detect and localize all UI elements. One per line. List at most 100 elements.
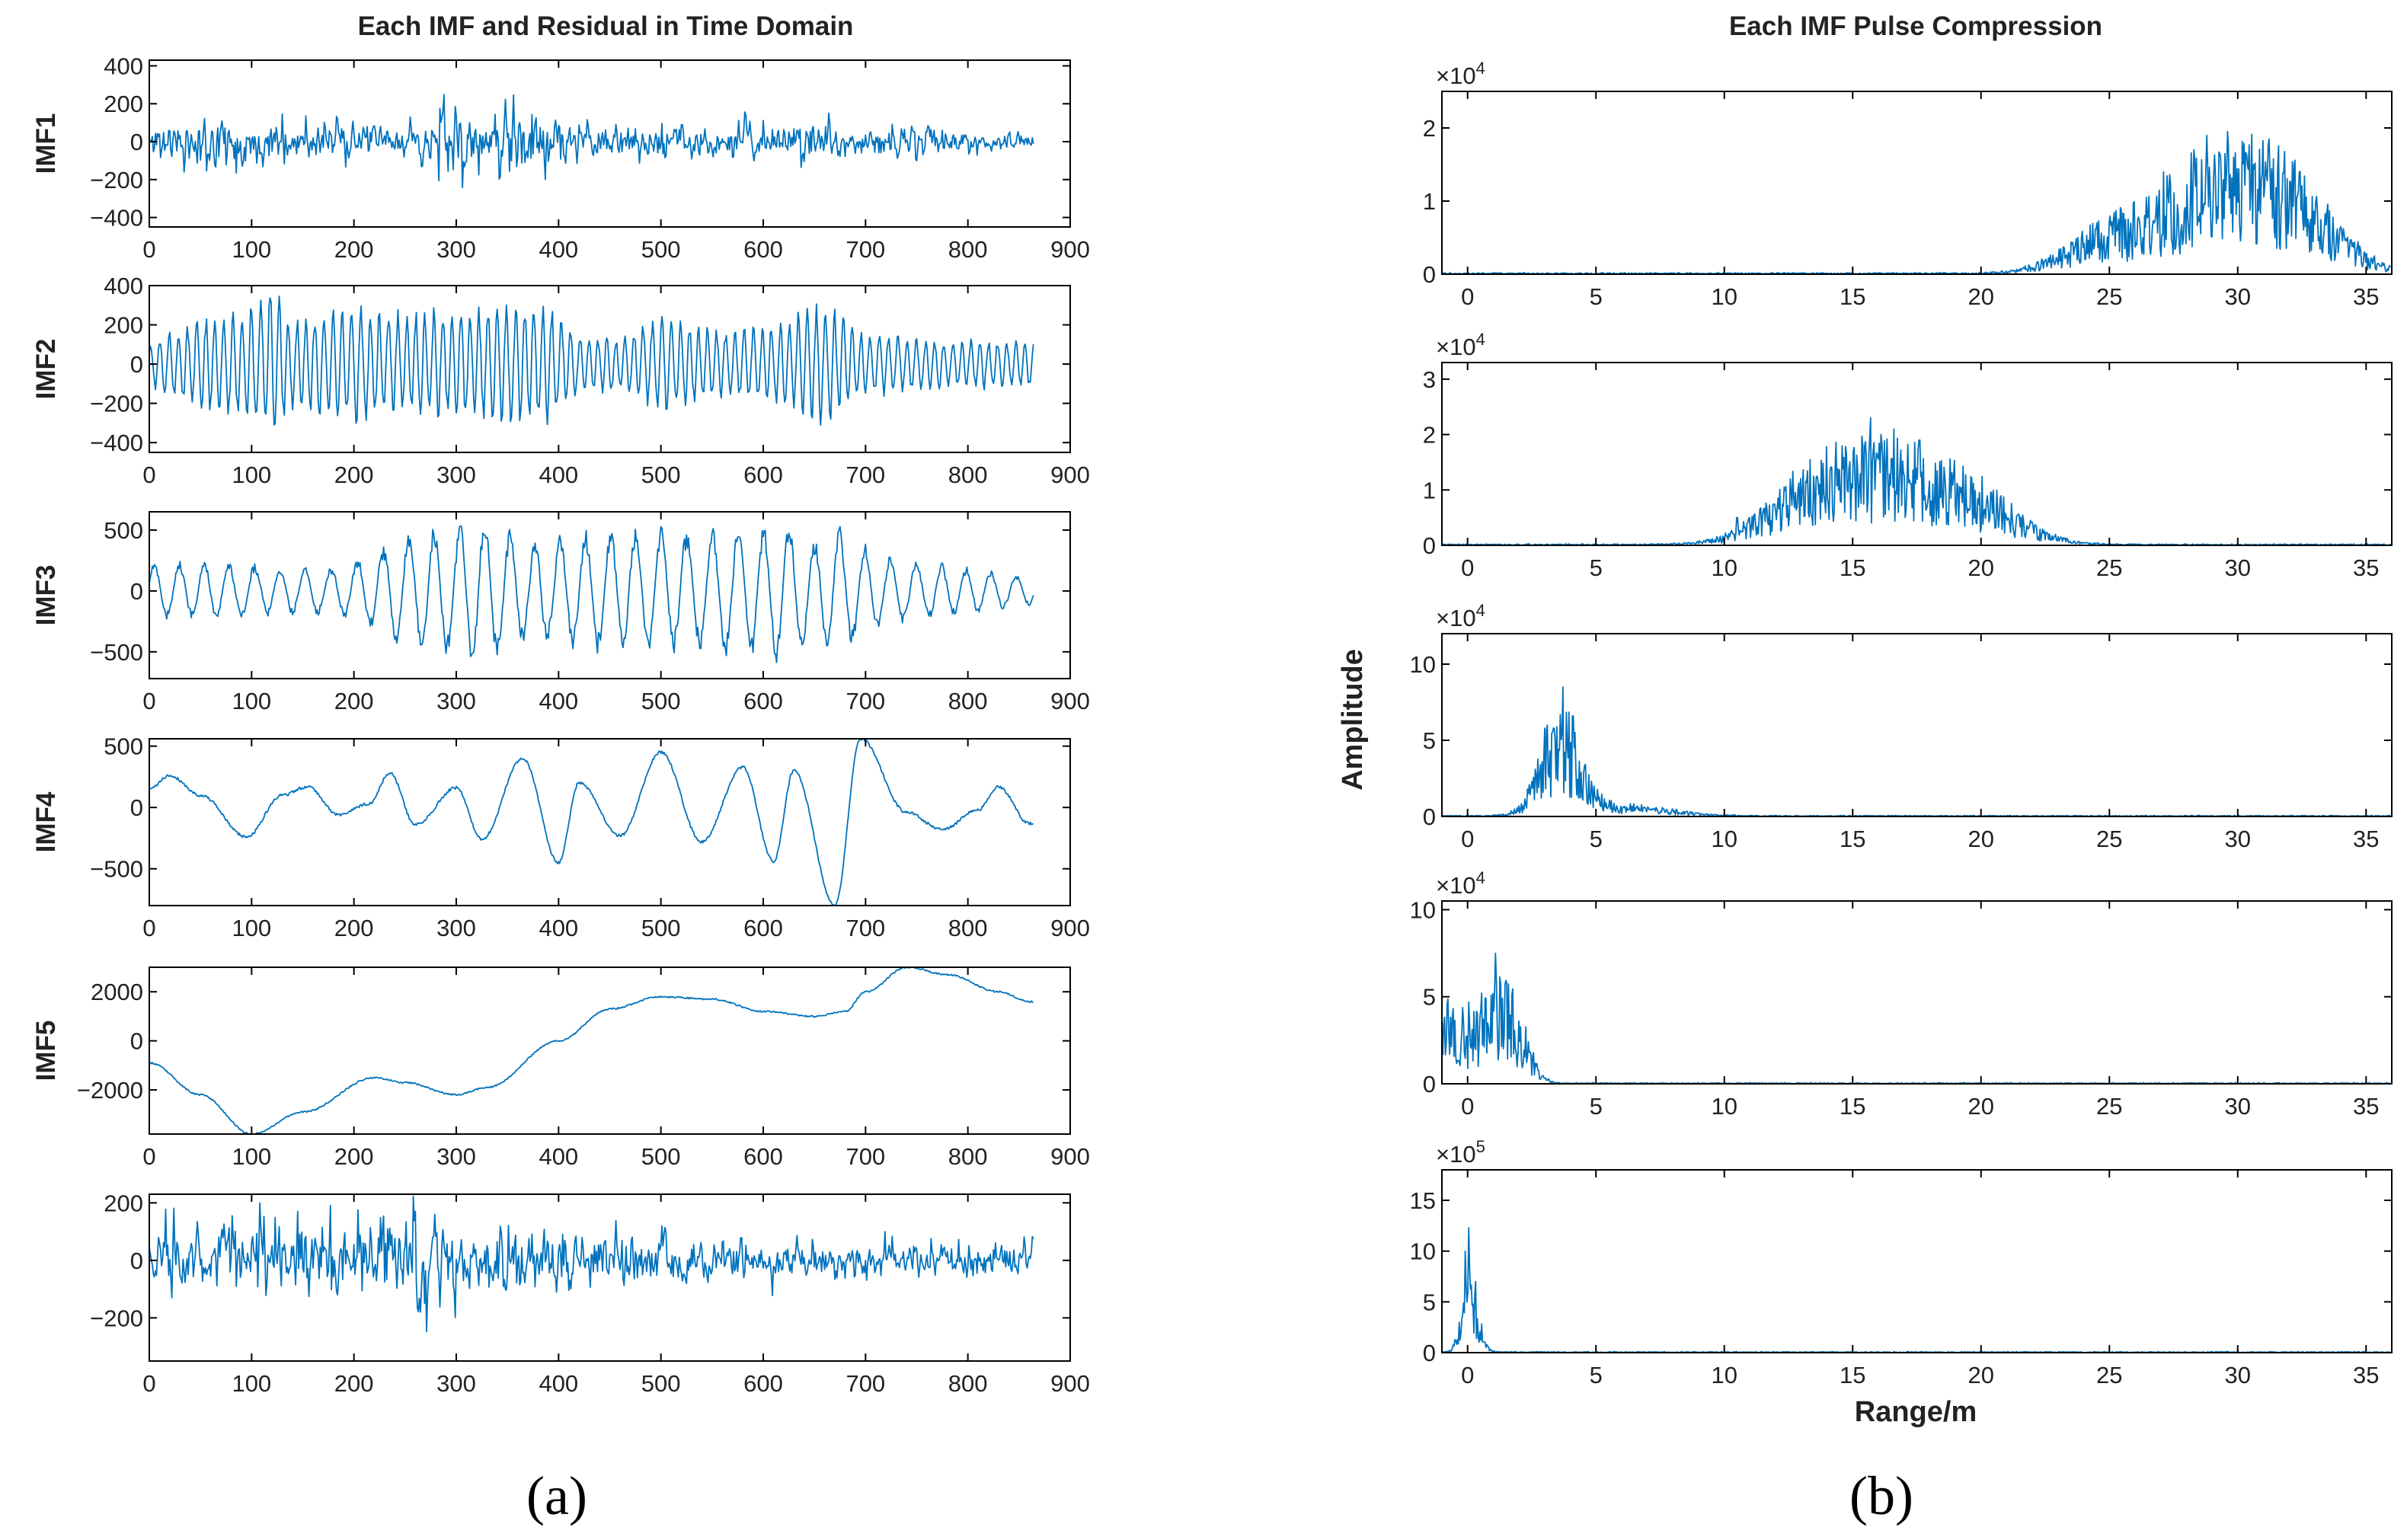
y-tick-label: 5	[1423, 984, 1436, 1011]
y-tick-label: 400	[104, 273, 143, 299]
right-axes-box-1	[1441, 91, 2393, 275]
left-series-line-3	[149, 525, 1034, 663]
left-axes-box-6	[149, 1193, 1071, 1362]
left-axes-box-2	[149, 285, 1071, 453]
x-tick-label: 0	[142, 915, 155, 941]
right-subplot-5: 0 5 10 15 20 25 30 35 15 10 5 0 ×105	[1410, 1137, 2393, 1388]
y-tick-label: 0	[130, 351, 143, 378]
y-tick-label: 0	[1423, 804, 1436, 830]
x-tick-label: 5	[1590, 826, 1603, 852]
panel-label-a: (a)	[526, 1465, 587, 1526]
left-subplot-4: 0 100 200 300 400 500 600 700 800 900 500 0 −500 IMF4	[31, 733, 1090, 941]
x-tick-label: 0	[142, 1370, 155, 1397]
x-tick-label: 20	[1968, 826, 1994, 852]
y-tick-label: 200	[104, 1190, 143, 1216]
y-exponent-power: 4	[1476, 601, 1485, 620]
x-tick-label: 300	[436, 236, 476, 263]
y-tick-label: 0	[130, 794, 143, 821]
subplot-y-label: IMF3	[31, 565, 61, 626]
y-tick-label: 3	[1423, 366, 1436, 393]
right-subplot-3: 0 5 10 15 20 25 30 35 10 5 0 ×104	[1410, 601, 2393, 852]
x-tick-label: 600	[743, 688, 783, 714]
y-tick-label: −400	[90, 430, 143, 456]
subplot-y-label: IMF4	[31, 791, 61, 852]
left-figure-title: Each IMF and Residual in Time Domain	[358, 11, 854, 41]
time-domain-panels: 0 100 200 300 400 500 600 700 800 9004002000−200−…	[31, 53, 1090, 1397]
x-tick-label: 25	[2096, 1093, 2122, 1120]
left-series-line-1	[149, 94, 1034, 189]
left-subplot-6: 0 100 200 300 400 500 600 700 800 900 200 0 −200	[90, 1190, 1090, 1397]
x-tick-label: 0	[1461, 1093, 1474, 1120]
y-tick-label: 0	[1423, 532, 1436, 559]
x-tick-label: 30	[2225, 826, 2251, 852]
y-tick-label: 0	[130, 129, 143, 155]
x-tick-label: 0	[142, 236, 155, 263]
x-tick-label: 15	[1840, 826, 1865, 852]
x-tick-label: 900	[1050, 1370, 1090, 1397]
y-tick-label: 10	[1410, 651, 1436, 678]
x-tick-label: 100	[232, 462, 271, 488]
y-tick-label: 0	[1423, 1071, 1436, 1097]
right-subplot-4: 0 5 10 15 20 25 30 35 10 5 0 ×104	[1410, 868, 2393, 1120]
x-tick-label: 200	[334, 688, 374, 714]
x-tick-label: 35	[2353, 1362, 2379, 1388]
x-tick-label: 15	[1840, 1093, 1865, 1120]
x-tick-label: 20	[1968, 1093, 1994, 1120]
right-series-line-5	[1442, 1227, 2392, 1353]
y-tick-label: 400	[104, 53, 143, 79]
y-tick-label: 500	[104, 517, 143, 544]
x-tick-label: 400	[539, 1370, 578, 1397]
x-tick-label: 900	[1050, 462, 1090, 488]
left-series-line-6	[149, 1195, 1034, 1333]
x-tick-label: 30	[2225, 1362, 2251, 1388]
y-exponent-label: ×105	[1436, 1137, 1485, 1168]
y-tick-label: 2000	[91, 979, 143, 1005]
x-tick-label: 800	[948, 1370, 988, 1397]
y-tick-label: 2	[1423, 422, 1436, 449]
x-tick-label: 20	[1968, 1362, 1994, 1388]
y-tick-label: 0	[1423, 1340, 1436, 1366]
right-y-axis-label: Amplitude	[1337, 649, 1369, 791]
y-tick-label: 10	[1410, 896, 1436, 923]
left-axes-box-5	[149, 966, 1071, 1135]
subplot-y-label: IMF1	[31, 113, 61, 174]
x-tick-label: 30	[2225, 1093, 2251, 1120]
x-tick-label: 700	[845, 915, 885, 941]
y-tick-label: 10	[1410, 1238, 1436, 1265]
x-tick-label: 500	[641, 236, 681, 263]
left-series-line-4	[149, 739, 1034, 906]
x-tick-label: 0	[142, 462, 155, 488]
x-tick-label: 0	[1461, 826, 1474, 852]
y-tick-label: −200	[90, 391, 143, 417]
x-tick-label: 30	[2225, 283, 2251, 310]
x-tick-label: 300	[436, 462, 476, 488]
y-tick-label: −200	[90, 1305, 143, 1331]
x-tick-label: 10	[1711, 283, 1737, 310]
y-exponent-label: ×104	[1436, 601, 1485, 631]
x-tick-label: 5	[1590, 283, 1603, 310]
left-subplot-5: 0 100 200 300 400 500 600 700 800 900 2000 0 −2000 IM…	[31, 966, 1090, 1170]
right-series-line-3	[1442, 686, 2392, 816]
y-tick-label: 200	[104, 312, 143, 339]
left-axes-box-1	[149, 59, 1071, 228]
x-tick-label: 900	[1050, 688, 1090, 714]
y-exponent-label: ×104	[1436, 59, 1485, 89]
x-tick-label: 800	[948, 1143, 988, 1170]
x-tick-label: 300	[436, 1370, 476, 1397]
x-tick-label: 900	[1050, 1143, 1090, 1170]
right-axes-box-2	[1441, 362, 2393, 546]
x-tick-label: 20	[1968, 283, 1994, 310]
x-tick-label: 35	[2353, 283, 2379, 310]
x-tick-label: 100	[232, 1370, 271, 1397]
x-tick-label: 300	[436, 688, 476, 714]
x-tick-label: 30	[2225, 554, 2251, 581]
y-tick-label: −500	[90, 639, 143, 666]
x-tick-label: 0	[1461, 1362, 1474, 1388]
x-tick-label: 10	[1711, 1093, 1737, 1120]
y-tick-label: 5	[1423, 727, 1436, 754]
x-tick-label: 800	[948, 236, 988, 263]
y-exponent-power: 4	[1476, 59, 1485, 78]
